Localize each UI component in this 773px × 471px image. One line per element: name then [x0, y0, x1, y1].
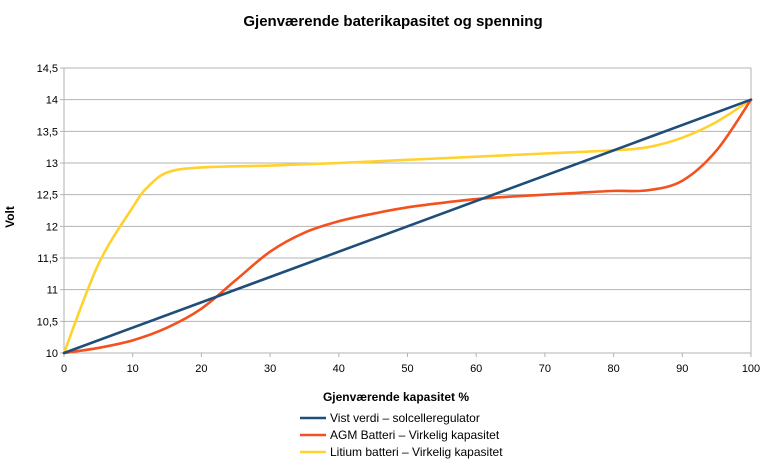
series-line-0: [62, 98, 753, 355]
x-axis-label: Gjenværende kapasitet %: [323, 390, 469, 404]
y-tick-label: 14,5: [37, 63, 58, 75]
x-axis-ticks: 0 10 20 30 40 50 60 70 80 90 100: [61, 353, 760, 375]
x-tick-label: 100: [742, 363, 760, 375]
y-tick-label: 10: [46, 348, 58, 360]
x-tick-label: 10: [127, 363, 139, 375]
legend: Vist verdi – solcelleregulator AGM Batter…: [300, 411, 503, 459]
chart-title: Gjenværende baterikapasitet og spenning: [243, 13, 542, 30]
series-line-1: [62, 98, 753, 355]
y-axis-ticks: 10 10,5 11 11,5 12 12,5 13 13,5 14 14,5: [37, 63, 64, 360]
x-tick-label: 60: [470, 363, 482, 375]
y-tick-label: 11,5: [37, 253, 58, 265]
grid: [63, 67, 752, 354]
y-axis-label: Volt: [3, 206, 17, 228]
y-tick-label: 13,5: [37, 126, 58, 138]
x-tick-label: 40: [333, 363, 345, 375]
y-tick-label: 14: [46, 95, 58, 107]
x-tick-label: 70: [539, 363, 551, 375]
x-tick-label: 30: [264, 363, 276, 375]
y-tick-label: 10,5: [37, 316, 58, 328]
y-tick-label: 12: [46, 221, 58, 233]
x-tick-label: 80: [607, 363, 619, 375]
legend-label: Litium batteri – Virkelig kapasitet: [330, 445, 503, 459]
y-tick-label: 13: [46, 158, 58, 170]
x-tick-label: 20: [195, 363, 207, 375]
legend-label: Vist verdi – solcelleregulator: [330, 411, 480, 425]
x-tick-label: 90: [676, 363, 688, 375]
series-line-2: [62, 98, 753, 355]
legend-label: AGM Batteri – Virkelig kapasitet: [330, 428, 500, 442]
x-tick-label: 0: [61, 363, 67, 375]
y-tick-label: 11: [47, 285, 58, 297]
x-tick-label: 50: [401, 363, 413, 375]
series-lines: [62, 98, 753, 355]
y-tick-label: 12,5: [37, 190, 58, 202]
